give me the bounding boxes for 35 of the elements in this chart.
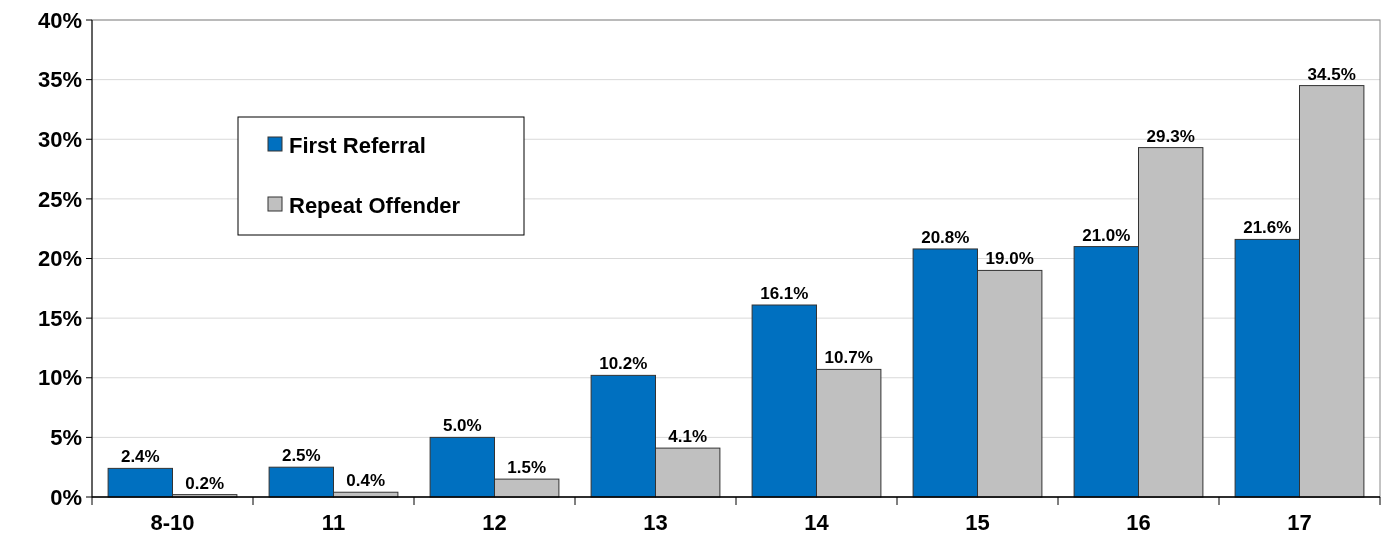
data-label: 5.0% bbox=[442, 416, 482, 436]
x-tick-label: 15 bbox=[965, 510, 990, 535]
y-tick-label: 0% bbox=[50, 484, 82, 510]
y-tick-label: 40% bbox=[37, 7, 82, 33]
x-tick-label: 14 bbox=[804, 510, 830, 535]
data-label: 2.4% bbox=[120, 447, 160, 467]
data-label: 10.2% bbox=[599, 354, 648, 374]
x-tick-label: 8-10 bbox=[150, 510, 195, 535]
data-label: 21.6% bbox=[1243, 218, 1292, 238]
y-tick-label: 15% bbox=[37, 305, 82, 331]
data-label: 21.0% bbox=[1082, 225, 1131, 245]
data-label: 2.5% bbox=[281, 446, 321, 466]
y-tick-label: 10% bbox=[37, 365, 82, 391]
data-label: 34.5% bbox=[1307, 64, 1356, 84]
data-label: 16.1% bbox=[760, 284, 809, 304]
data-label: 0.2% bbox=[185, 473, 225, 493]
data-label: 19.0% bbox=[985, 249, 1034, 269]
data-label: 29.3% bbox=[1146, 126, 1195, 146]
y-tick-label: 30% bbox=[37, 126, 82, 152]
x-tick-label: 12 bbox=[482, 510, 507, 535]
data-label: 10.7% bbox=[824, 348, 873, 368]
y-tick-label: 20% bbox=[37, 246, 82, 272]
legend-label: Repeat Offender bbox=[289, 192, 461, 218]
legend-label: First Referral bbox=[289, 132, 426, 158]
y-tick-label: 35% bbox=[37, 67, 82, 93]
data-label: 20.8% bbox=[921, 227, 970, 247]
y-tick-label: 25% bbox=[37, 186, 82, 212]
data-label: 1.5% bbox=[507, 458, 547, 478]
y-tick-label: 5% bbox=[50, 425, 82, 451]
x-tick-label: 17 bbox=[1287, 510, 1312, 535]
x-tick-label: 11 bbox=[321, 510, 346, 535]
data-label: 0.4% bbox=[346, 471, 386, 491]
data-label: 4.1% bbox=[668, 427, 708, 447]
x-tick-label: 16 bbox=[1126, 510, 1151, 535]
x-tick-label: 13 bbox=[643, 510, 668, 535]
